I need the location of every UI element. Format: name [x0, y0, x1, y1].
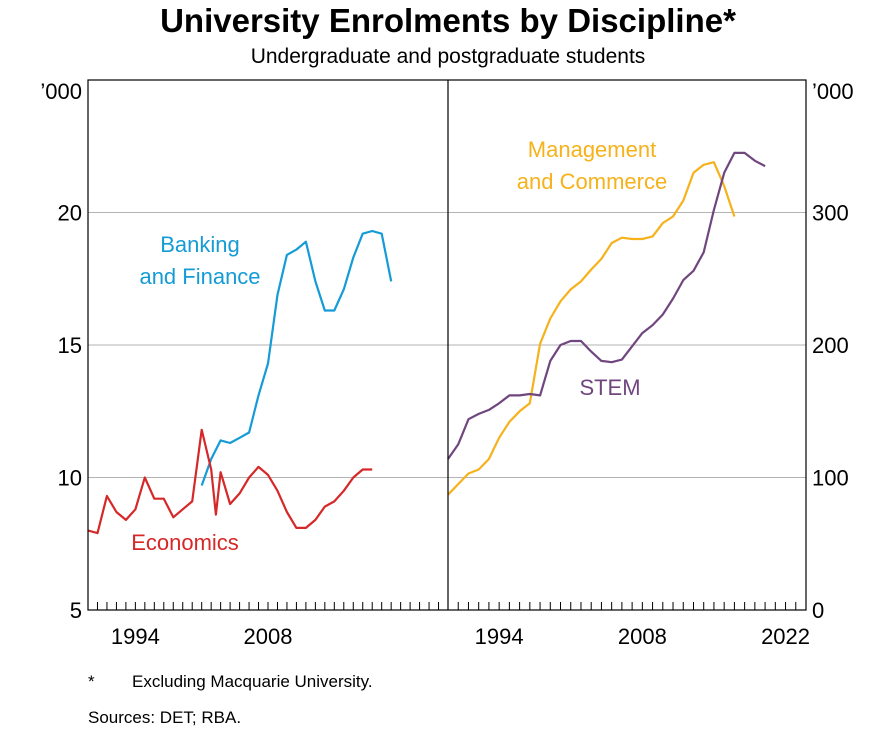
series-label-banking-and-finance: Banking and Finance [139, 232, 260, 289]
y-tick-label: 10 [58, 466, 82, 491]
x-tick-label: 2022 [761, 624, 810, 649]
y-tick-label: 100 [812, 466, 849, 491]
series-annotations: Banking and Finance Economics Management and… [131, 137, 667, 555]
y-tick-label: 15 [58, 333, 82, 358]
series-label-stem: STEM [579, 375, 640, 400]
x-tick-label: 2008 [618, 624, 667, 649]
series-line-banking-and-finance [200, 229, 393, 486]
series-line-management-and-commerce [447, 161, 736, 496]
gridlines [88, 212, 806, 478]
series-lines [87, 151, 766, 535]
y-tick-label: 5 [70, 598, 82, 623]
series-line-economics [87, 428, 373, 535]
series-label-line: and Finance [139, 264, 260, 289]
footnote: * Excluding Macquarie University. [88, 672, 373, 692]
chart-title: University Enrolments by Discipline* [160, 2, 736, 39]
sources-note: Sources: DET; RBA. [88, 708, 242, 727]
series-label-line: Management [528, 137, 656, 162]
footnote-symbol: * [88, 672, 95, 691]
y-tick-label: 300 [812, 201, 849, 226]
plot-frame [87, 79, 807, 611]
series-line-stem [447, 151, 766, 460]
y-axis-unit: ’000 [40, 79, 82, 104]
axis-ticks [96, 602, 797, 610]
footnote-text: Excluding Macquarie University. [132, 672, 373, 691]
plot-border [87, 79, 807, 611]
y-axis-unit: ’000 [812, 79, 854, 104]
x-tick-label: 1994 [475, 624, 524, 649]
series-label-line: Economics [131, 530, 239, 555]
chart-subtitle: Undergraduate and postgraduate students [250, 45, 646, 68]
series-label-economics: Economics [131, 530, 239, 555]
series-label-line: and Commerce [517, 169, 667, 194]
series-label-line: Banking [160, 232, 240, 257]
series-label-line: STEM [579, 375, 640, 400]
x-tick-label: 1994 [111, 624, 160, 649]
x-tick-label: 2008 [244, 624, 293, 649]
y-tick-label: 20 [58, 201, 82, 226]
y-tick-label: 0 [812, 598, 824, 623]
axis-labels: 5 10 15 20 ’000 1994 2008 0 100 200 300 ’000 1994 200… [40, 79, 853, 649]
series-label-management-and-commerce: Management and Commerce [517, 137, 667, 194]
y-tick-label: 200 [812, 333, 849, 358]
